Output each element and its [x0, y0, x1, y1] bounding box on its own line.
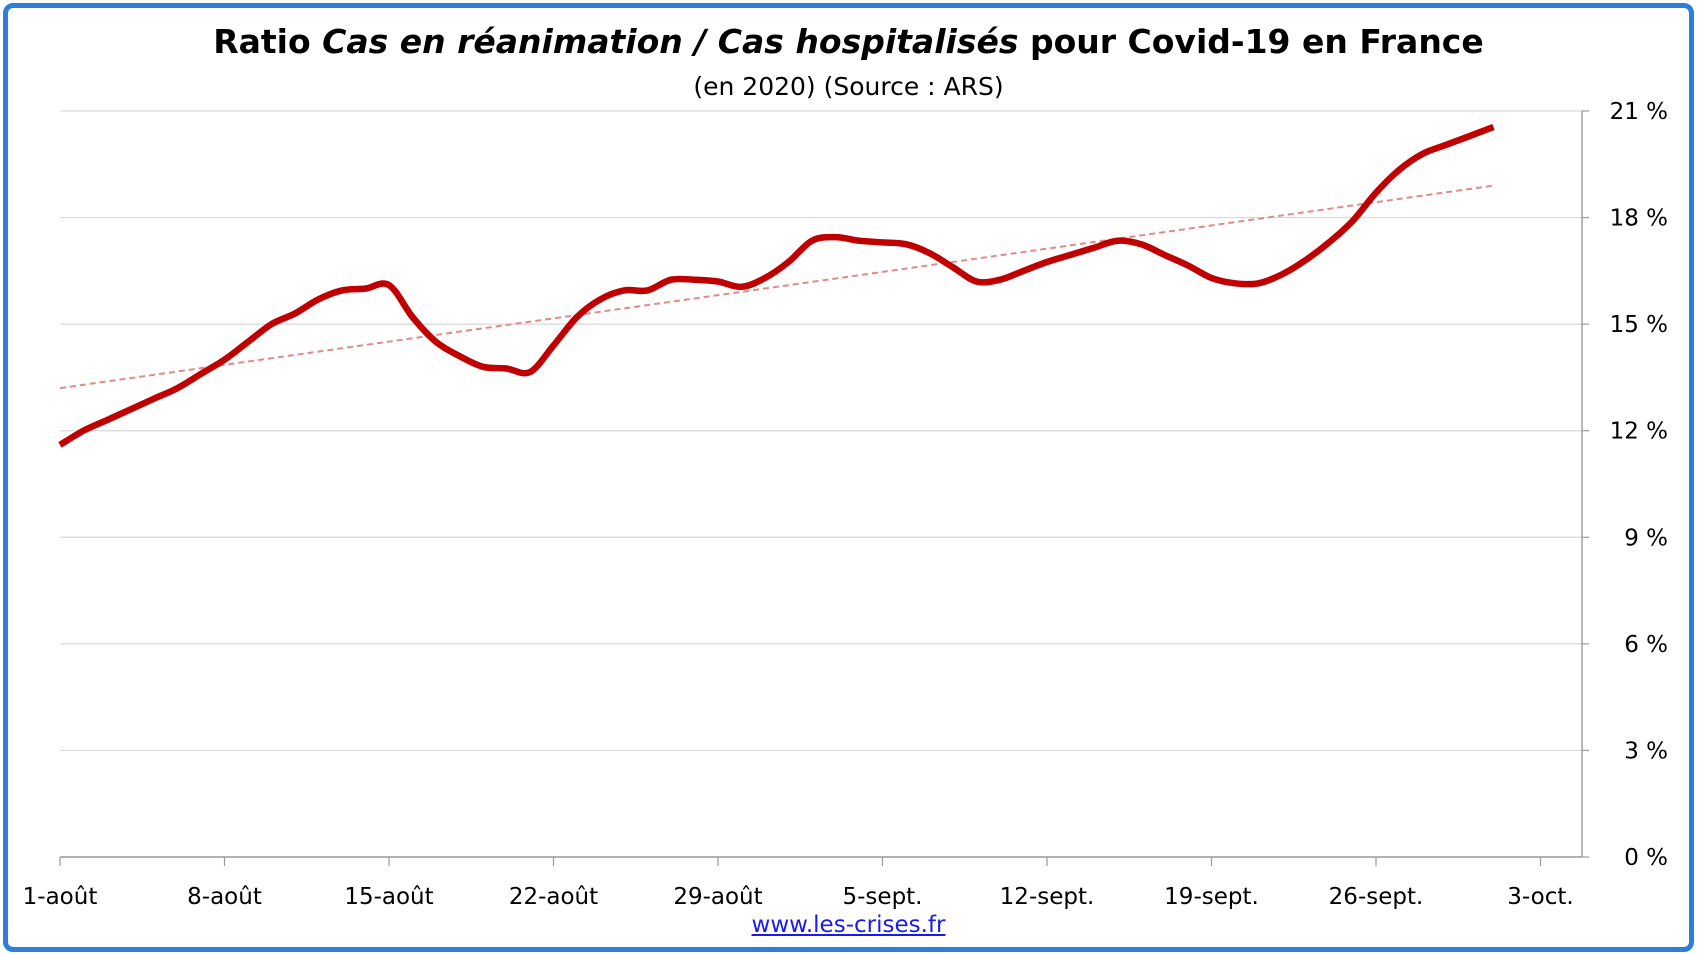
trend-line: [59, 184, 1494, 390]
y-tick-label: 21 %: [1610, 99, 1668, 125]
y-tick-label: 6 %: [1624, 632, 1668, 658]
x-tick-label: 5-sept.: [843, 884, 923, 910]
y-tick-label: 12 %: [1610, 419, 1668, 445]
chart-title: Ratio Cas en réanimation / Cas hospitali…: [213, 22, 1484, 61]
y-axis-tick-labels: 0 % 3 % 6 % 9 % 12 % 15 % 18 % 21 %: [1610, 99, 1668, 871]
chart-subtitle: (en 2020) (Source : ARS): [693, 72, 1004, 101]
grid-lines: [60, 110, 1582, 752]
x-tick-label: 12-sept.: [1000, 884, 1095, 910]
source-link[interactable]: www.les-crises.fr: [751, 912, 946, 938]
axes: [59, 110, 1589, 866]
y-tick-label: 3 %: [1624, 738, 1668, 764]
y-tick-label: 9 %: [1624, 525, 1668, 551]
x-tick-label: 26-sept.: [1329, 884, 1424, 910]
y-tick-label: 18 %: [1610, 206, 1668, 232]
x-axis-tick-labels: 1-août 8-août 15-août 22-août 29-août 5-sept.…: [23, 884, 1574, 910]
x-tick-label: 15-août: [344, 884, 433, 910]
x-tick-label: 8-août: [187, 884, 262, 910]
x-tick-label: 22-août: [509, 884, 598, 910]
series-line-ratio: [58, 123, 1495, 448]
series-layer: [58, 123, 1495, 448]
x-tick-label: 1-août: [23, 884, 98, 910]
x-tick-label: 19-sept.: [1164, 884, 1259, 910]
x-tick-label: 29-août: [673, 884, 762, 910]
y-tick-label: 0 %: [1624, 845, 1668, 871]
y-tick-label: 15 %: [1610, 312, 1668, 338]
x-tick-label: 3-oct.: [1507, 884, 1573, 910]
